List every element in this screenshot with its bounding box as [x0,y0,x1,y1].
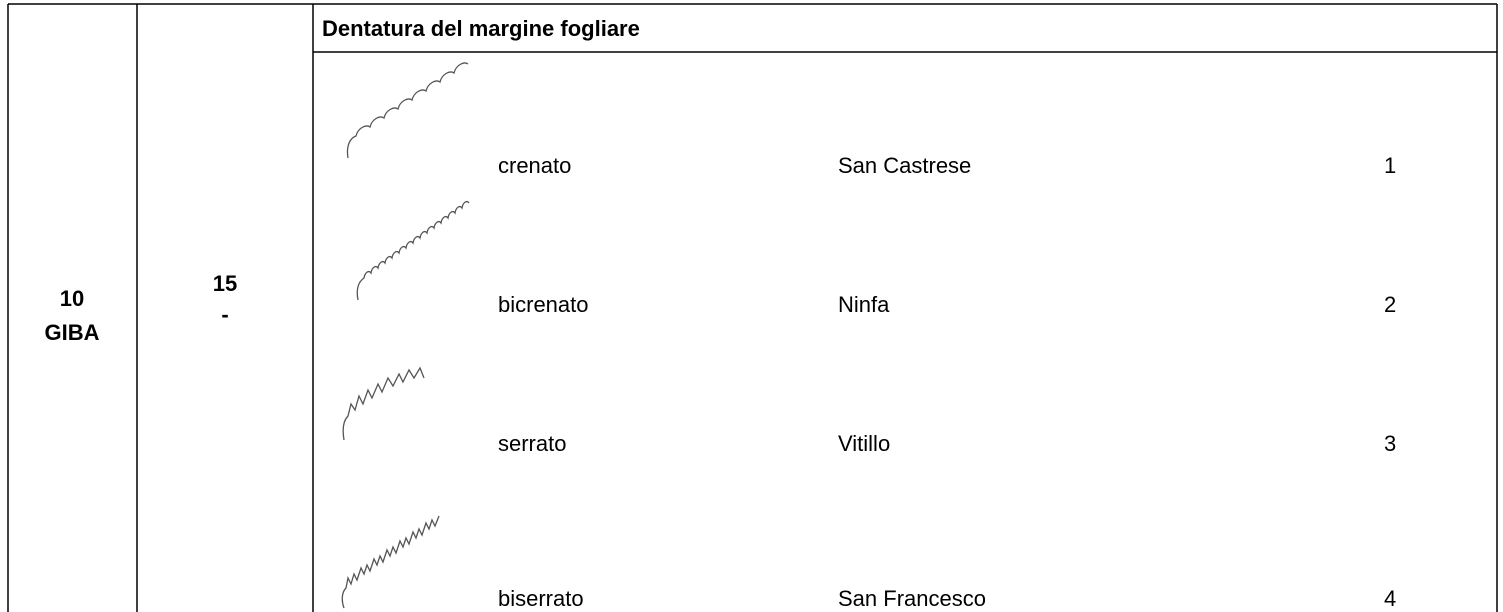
code: 1 [1384,153,1396,178]
biserrate-sketch [341,515,440,609]
table-grid [7,3,1498,612]
term: bicrenato [498,292,589,317]
left-name: GIBA [45,320,100,345]
term: serrato [498,431,566,456]
sketches [341,62,470,609]
header: Dentatura del margine fogliare [322,16,640,41]
code: 4 [1384,586,1396,611]
variety: San Francesco [838,586,986,611]
left-code: 10 [60,286,84,311]
variety: Ninfa [838,292,890,317]
middle-number: 15 [213,271,237,296]
middle-dash: - [221,302,228,327]
code: 2 [1384,292,1396,317]
variety: Vitillo [838,431,890,456]
serrate-sketch [342,366,425,441]
rows: crenato San Castrese 1 bicrenato Ninfa 2 serra… [498,153,1396,611]
code: 3 [1384,431,1396,456]
term: biserrato [498,586,584,611]
crenate-sketch [346,62,469,159]
bicrenate-sketch [356,201,470,301]
variety: San Castrese [838,153,971,178]
term: crenato [498,153,571,178]
